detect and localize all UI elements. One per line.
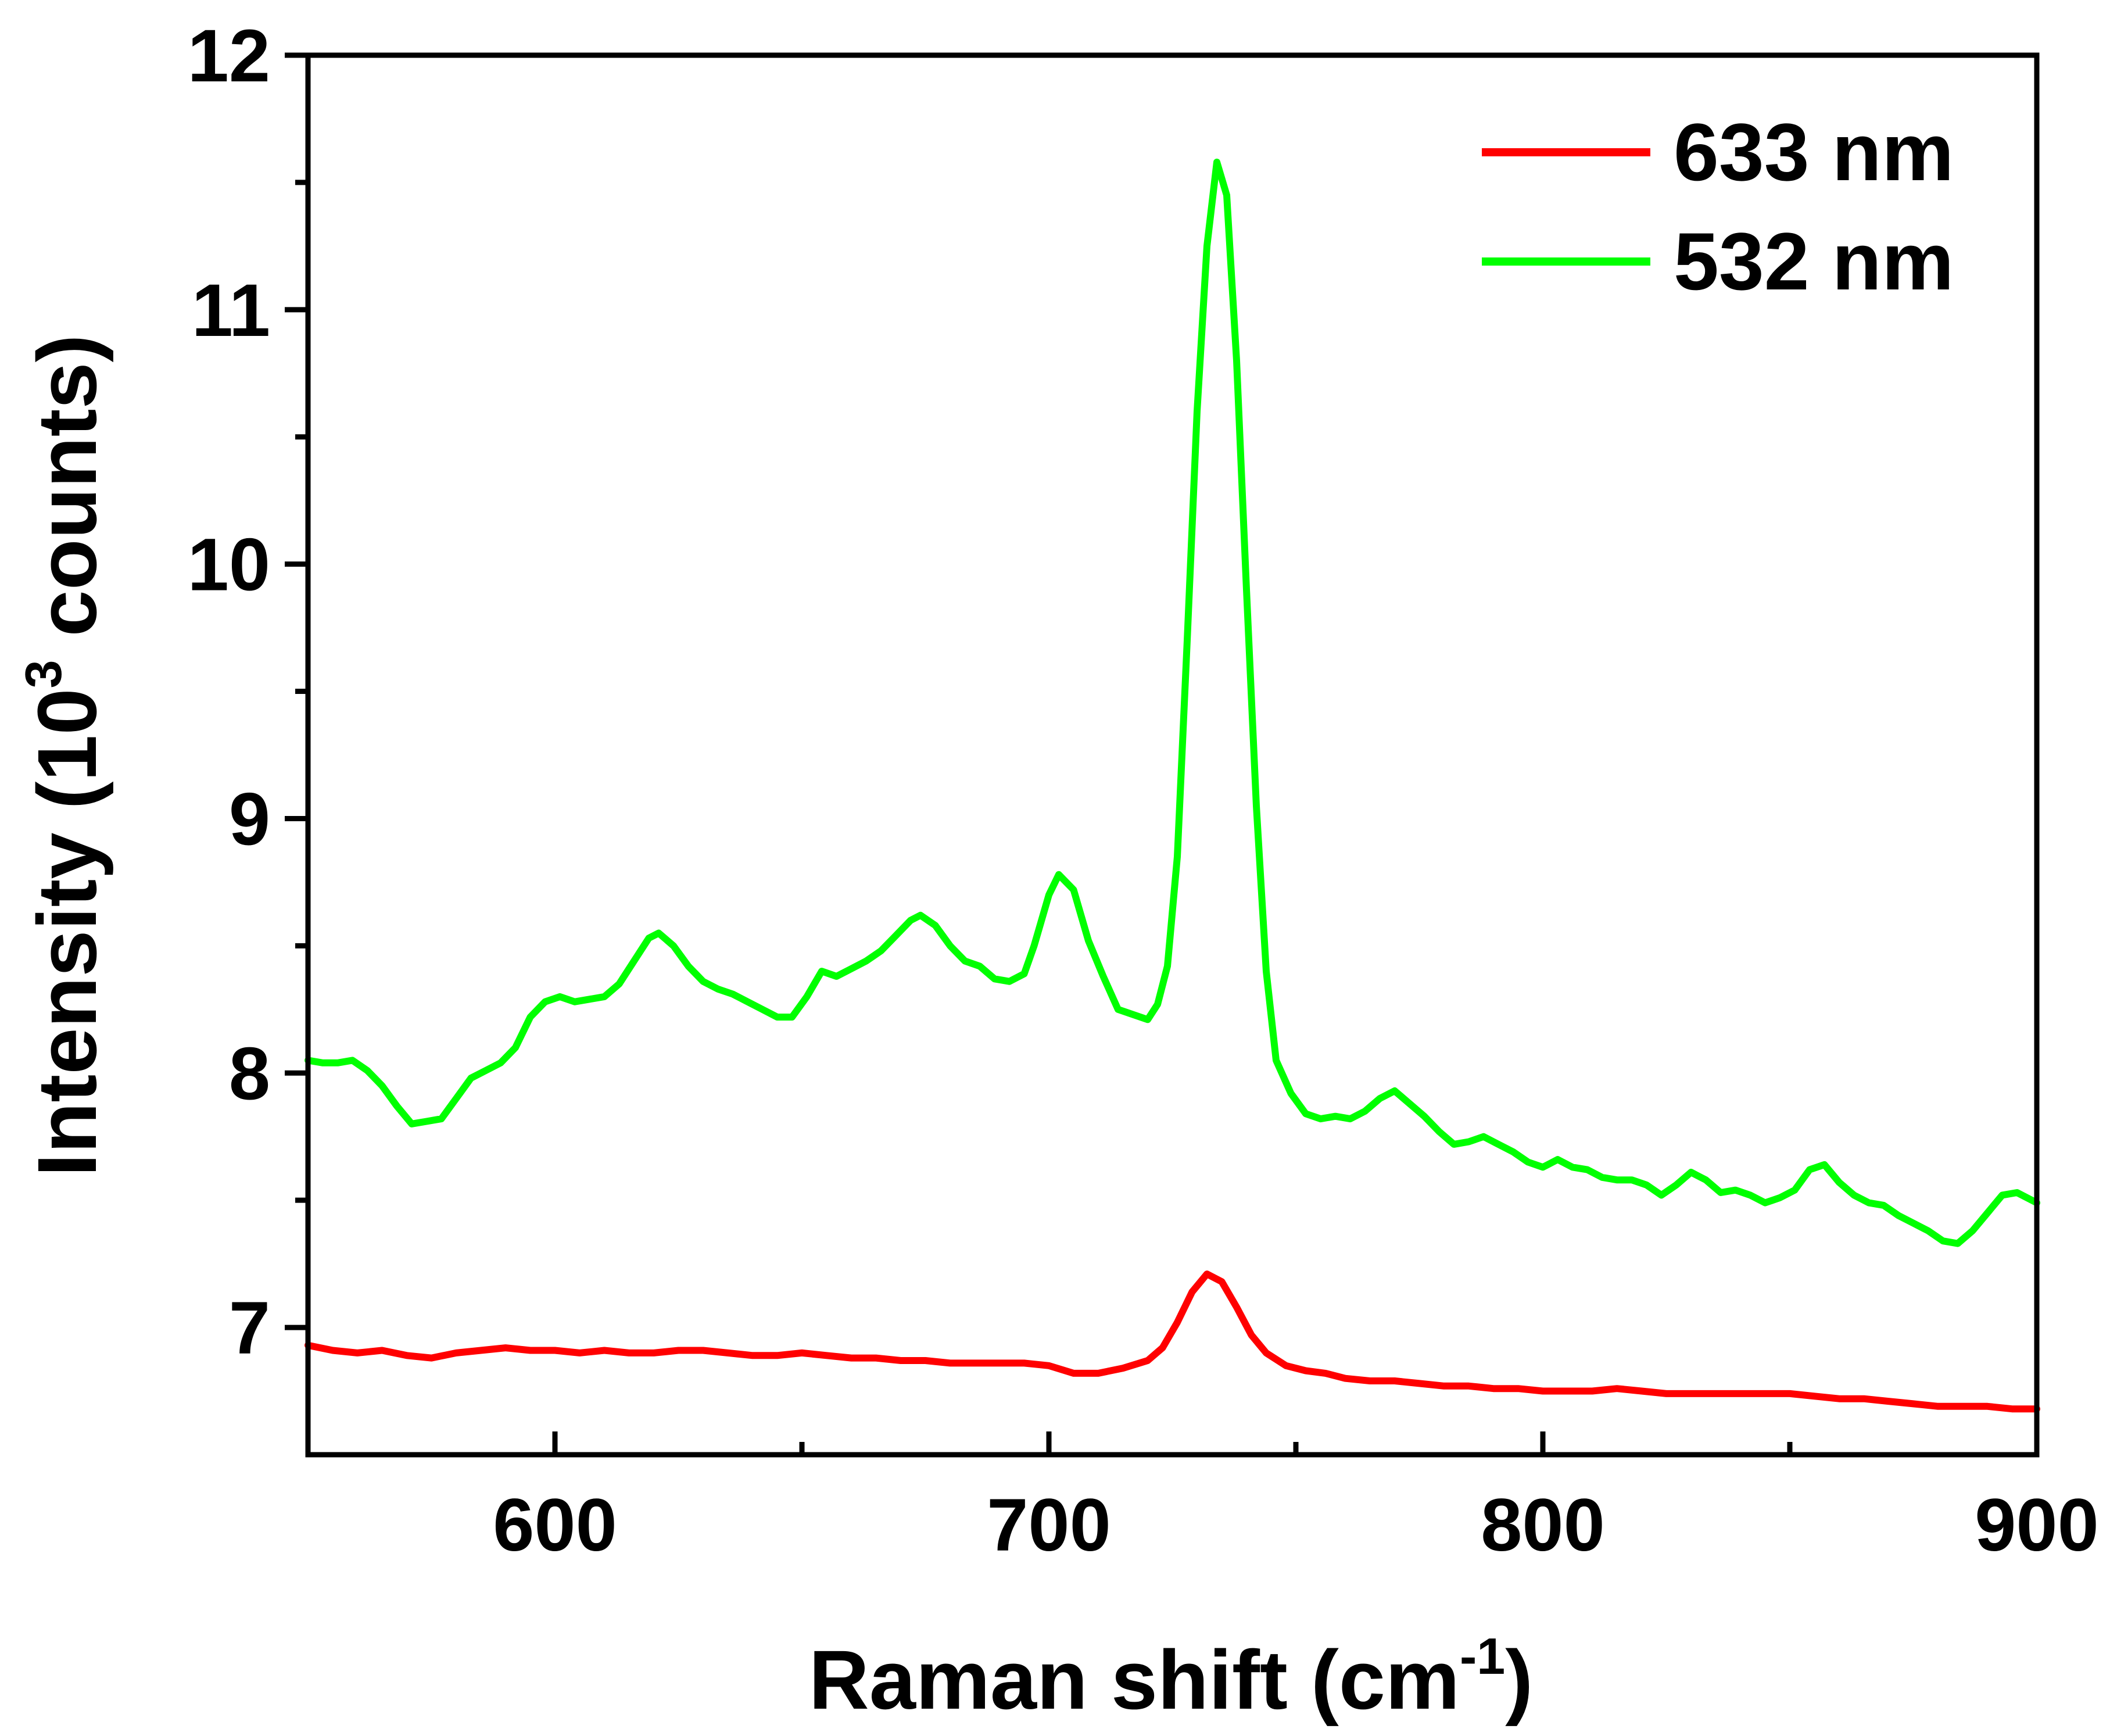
- tick-layer: [285, 52, 2040, 1455]
- x-tick-label: 700: [987, 1484, 1111, 1567]
- legend-label-532nm: 532 nm: [1674, 216, 1954, 307]
- x-axis-label-suffix: ): [1505, 1633, 1533, 1727]
- y-tick-label: 11: [192, 269, 270, 352]
- x-tick-label: 600: [493, 1484, 617, 1567]
- series-layer: [305, 158, 2040, 1413]
- x-axis-label: Raman shift (cm-1): [809, 1627, 1533, 1727]
- series-line-532nm: [305, 158, 2040, 1247]
- series-line-633nm: [305, 1270, 2040, 1413]
- y-tick-label: 12: [188, 15, 270, 98]
- x-tick-label: 900: [1975, 1484, 2099, 1567]
- y-tick-label: 7: [229, 1287, 270, 1370]
- y-tick-label: 8: [229, 1032, 270, 1115]
- y-axis-label: Intensity (103 counts): [15, 334, 114, 1176]
- x-tick-label: 800: [1481, 1484, 1605, 1567]
- y-axis-label-suffix: counts): [20, 334, 114, 660]
- y-tick-label: 10: [188, 524, 270, 607]
- x-axis-label-superscript: -1: [1460, 1627, 1505, 1685]
- legend-label-633nm: 633 nm: [1674, 106, 1954, 198]
- legend: 633 nm 532 nm: [1482, 106, 1954, 307]
- x-axis-label-main: Raman shift (cm: [809, 1633, 1460, 1727]
- y-tick-label: 9: [229, 778, 270, 861]
- y-axis-label-superscript: 3: [15, 660, 72, 688]
- y-axis-label-main: Intensity (10: [20, 688, 114, 1176]
- tick-label-layer: 600 700 800 900 7 8 9 10 11 12: [188, 15, 2099, 1567]
- plot-frame: [305, 52, 2040, 1458]
